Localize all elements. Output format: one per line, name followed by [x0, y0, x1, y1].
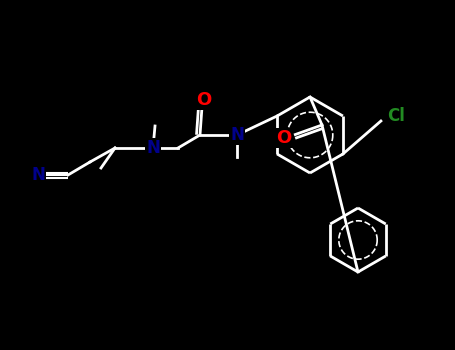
Text: N: N	[230, 126, 244, 144]
Text: N: N	[31, 166, 45, 184]
Text: N: N	[146, 139, 160, 157]
Text: Cl: Cl	[387, 107, 405, 125]
Text: O: O	[197, 91, 212, 109]
Text: O: O	[276, 129, 292, 147]
